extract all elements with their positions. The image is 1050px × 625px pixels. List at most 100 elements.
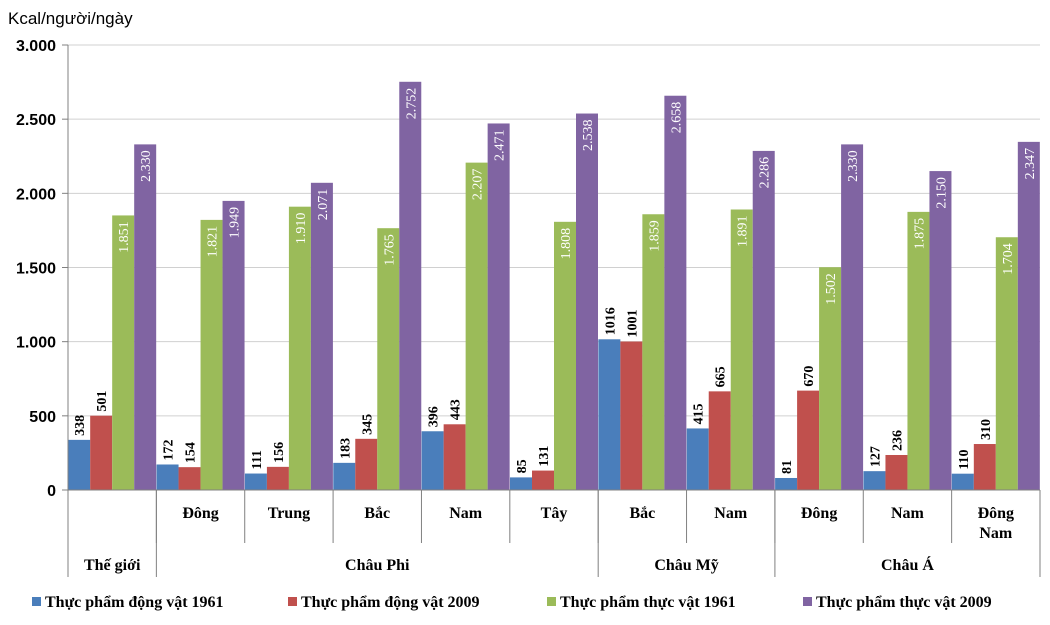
bar xyxy=(200,219,223,490)
data-label: 1016 xyxy=(603,307,618,335)
data-label: 2.752 xyxy=(404,88,419,120)
data-label: 1.502 xyxy=(824,273,839,305)
data-label: 183 xyxy=(338,438,353,459)
bar xyxy=(775,477,798,490)
bar xyxy=(310,182,333,490)
bars xyxy=(68,81,1040,491)
legend-label: Thực phẩm thực vật 2009 xyxy=(816,594,992,611)
data-label: 2.347 xyxy=(1023,148,1038,180)
data-label: 110 xyxy=(957,449,972,469)
data-label: 2.471 xyxy=(493,129,508,161)
bar xyxy=(266,466,289,490)
data-label: 2.207 xyxy=(471,169,486,201)
data-label: 415 xyxy=(692,403,707,424)
bar xyxy=(134,144,157,490)
group-label: Châu Mỹ xyxy=(654,557,718,574)
data-label: 2.286 xyxy=(758,157,773,189)
bar xyxy=(487,123,510,491)
data-label: 1.891 xyxy=(736,216,751,248)
category-label: Bắc xyxy=(629,505,655,522)
bar xyxy=(90,415,113,490)
bar xyxy=(819,267,842,490)
data-label: 665 xyxy=(714,366,729,387)
group-label: Thế giới xyxy=(84,557,141,574)
bar xyxy=(244,473,267,490)
bar xyxy=(178,467,201,490)
data-label: 345 xyxy=(360,414,375,435)
bar xyxy=(929,171,952,491)
legend-item: Thực phẩm thực vật 1961 xyxy=(547,594,736,611)
axes xyxy=(67,45,1041,577)
legend-item: Thực phẩm động vật 2009 xyxy=(288,594,480,611)
bar xyxy=(288,206,311,490)
data-label: 1.821 xyxy=(206,226,221,258)
data-label: 1.949 xyxy=(228,207,243,239)
bar xyxy=(686,428,709,490)
data-label: 2.330 xyxy=(139,150,154,182)
category-label: Đông xyxy=(978,505,1014,522)
data-label: 310 xyxy=(979,419,994,440)
bar xyxy=(885,454,908,490)
bar xyxy=(841,144,864,490)
data-label: 85 xyxy=(515,459,530,473)
category-label: Trung xyxy=(268,505,310,522)
bar xyxy=(112,215,135,490)
x-axis-labels: Thế giới Châu Phi Châu Mỹ Châu Á Đông Trung Bắ… xyxy=(84,505,1014,574)
legend-label: Thực phẩm động vật 1961 xyxy=(45,594,224,611)
bar xyxy=(730,209,753,491)
group-label: Châu Á xyxy=(881,555,934,574)
category-label: Tây xyxy=(541,505,568,522)
bar xyxy=(1017,141,1040,490)
data-label: 131 xyxy=(537,446,552,467)
y-tick-label: 1.000 xyxy=(16,335,56,352)
category-label: Nam xyxy=(979,525,1013,542)
bar xyxy=(355,438,378,490)
bar xyxy=(68,439,91,490)
data-label: 127 xyxy=(868,446,883,467)
bar xyxy=(465,162,488,490)
bar xyxy=(995,237,1018,490)
bar xyxy=(443,424,466,490)
bar xyxy=(951,473,974,490)
legend: Thực phẩm động vật 1961 Thực phẩm động vậ… xyxy=(32,594,992,611)
data-label: 111 xyxy=(250,450,265,469)
data-label: 172 xyxy=(162,439,177,460)
y-axis-ticks: 0 500 1.000 1.500 2.000 2.500 3.000 xyxy=(16,38,68,500)
bar xyxy=(377,228,400,491)
y-tick-label: 2.500 xyxy=(16,112,56,129)
data-label: 1.704 xyxy=(1001,243,1016,274)
category-label: Nam xyxy=(449,505,483,522)
category-label: Nam xyxy=(714,505,748,522)
bar xyxy=(532,470,554,490)
category-label: Đông xyxy=(182,505,218,522)
data-label: 443 xyxy=(449,399,464,420)
data-label: 2.538 xyxy=(581,120,596,152)
data-label: 2.658 xyxy=(669,102,684,134)
data-label: 2.071 xyxy=(316,189,331,221)
legend-label: Thực phẩm thực vật 1961 xyxy=(560,594,736,611)
bar xyxy=(642,214,665,490)
bar xyxy=(708,391,731,490)
data-labels: 338 172 111 183 396 85 1016 415 81 127 110 501 154 15… xyxy=(73,88,1038,474)
legend-item: Thực phẩm thực vật 2009 xyxy=(803,594,992,611)
bar xyxy=(907,211,930,490)
bar xyxy=(421,431,444,490)
data-label: 1001 xyxy=(625,310,640,338)
bar xyxy=(510,477,532,490)
data-label: 501 xyxy=(95,391,110,412)
data-label: 236 xyxy=(890,430,905,451)
data-label: 1.875 xyxy=(912,218,927,250)
data-label: 338 xyxy=(73,415,88,436)
data-label: 1.765 xyxy=(382,234,397,265)
bar xyxy=(222,200,245,491)
data-label: 1.851 xyxy=(117,221,132,253)
y-tick-label: 0 xyxy=(47,483,56,500)
bar xyxy=(156,464,179,490)
data-label: 1.859 xyxy=(647,220,662,252)
category-label: Bắc xyxy=(364,505,390,522)
data-label: 1.910 xyxy=(294,213,309,245)
legend-swatch xyxy=(547,597,556,606)
bar xyxy=(863,471,886,490)
data-label: 670 xyxy=(802,366,817,387)
